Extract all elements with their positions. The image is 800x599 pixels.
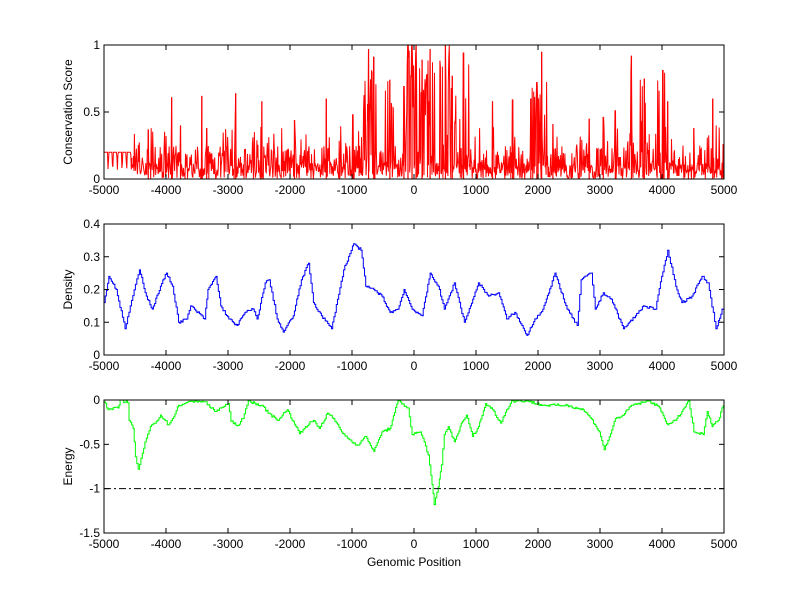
energy-series	[104, 400, 724, 506]
x-tick-label: -3000	[213, 183, 244, 197]
density-line	[104, 243, 724, 336]
conservation-axes: -5000 -4000 -3000 -2000 -1000 0 1000 2000 3000 40…	[61, 38, 738, 197]
x-tick-label: 5000	[711, 359, 738, 373]
conservation-score-line	[131, 45, 724, 179]
plot-area	[104, 224, 724, 355]
energy-axes: -5000 -4000 -3000 -2000 -1000 0 1000 2000 3000 40…	[61, 393, 738, 569]
y-tick-label: 0.2	[83, 283, 100, 297]
y-tick-label: 1	[93, 38, 100, 52]
y-tick-label: 0.5	[83, 105, 100, 119]
x-tick-label: -1000	[337, 359, 368, 373]
x-tick-label: 3000	[587, 537, 614, 551]
y-axis-label: Conservation Score	[61, 59, 75, 165]
conservation-baseline-line	[104, 151, 133, 170]
y-tick-label: 0.4	[83, 217, 100, 231]
x-tick-label: 5000	[711, 183, 738, 197]
y-tick-label: 0	[93, 172, 100, 186]
y-tick-label: -1	[89, 482, 100, 496]
x-tick-label: -3000	[213, 359, 244, 373]
x-tick-label: -5000	[89, 183, 120, 197]
x-tick-label: -2000	[275, 537, 306, 551]
y-tick-label: 0	[93, 348, 100, 362]
x-tick-label: 4000	[649, 537, 676, 551]
conservation-series	[104, 45, 724, 179]
y-tick-label: 0.3	[83, 250, 100, 264]
x-tick-label: 1000	[463, 183, 490, 197]
x-tick-label: -1000	[337, 537, 368, 551]
y-tick-label: 0.1	[83, 315, 100, 329]
x-tick-label: 2000	[525, 183, 552, 197]
x-tick-label: 0	[411, 183, 418, 197]
y-tick-label: -0.5	[79, 437, 100, 451]
x-tick-label: 2000	[525, 537, 552, 551]
x-tick-label: -4000	[151, 183, 182, 197]
x-tick-label: 3000	[587, 183, 614, 197]
x-tick-label: -2000	[275, 359, 306, 373]
y-tick-label: -1.5	[79, 526, 100, 540]
x-tick-label: 5000	[711, 537, 738, 551]
x-tick-label: 4000	[649, 359, 676, 373]
x-tick-label: 4000	[649, 183, 676, 197]
y-axis-label: Energy	[61, 447, 75, 485]
x-tick-label: 1000	[463, 359, 490, 373]
density-series	[104, 243, 724, 336]
x-axis-label: Genomic Position	[367, 555, 461, 569]
x-tick-label: 0	[411, 359, 418, 373]
y-axis-label: Density	[61, 269, 75, 309]
x-tick-label: 1000	[463, 537, 490, 551]
energy-line	[104, 400, 724, 506]
density-axes: -5000 -4000 -3000 -2000 -1000 0 1000 2000 3000 40…	[61, 217, 738, 373]
x-tick-label: -2000	[275, 183, 306, 197]
plot-area	[104, 400, 724, 533]
x-tick-label: -4000	[151, 537, 182, 551]
x-tick-label: 0	[411, 537, 418, 551]
x-tick-label: 3000	[587, 359, 614, 373]
x-tick-label: -1000	[337, 183, 368, 197]
x-tick-label: -5000	[89, 359, 120, 373]
x-tick-label: -5000	[89, 537, 120, 551]
x-tick-label: -3000	[213, 537, 244, 551]
x-tick-label: 2000	[525, 359, 552, 373]
x-tick-label: -4000	[151, 359, 182, 373]
y-tick-label: 0	[93, 393, 100, 407]
